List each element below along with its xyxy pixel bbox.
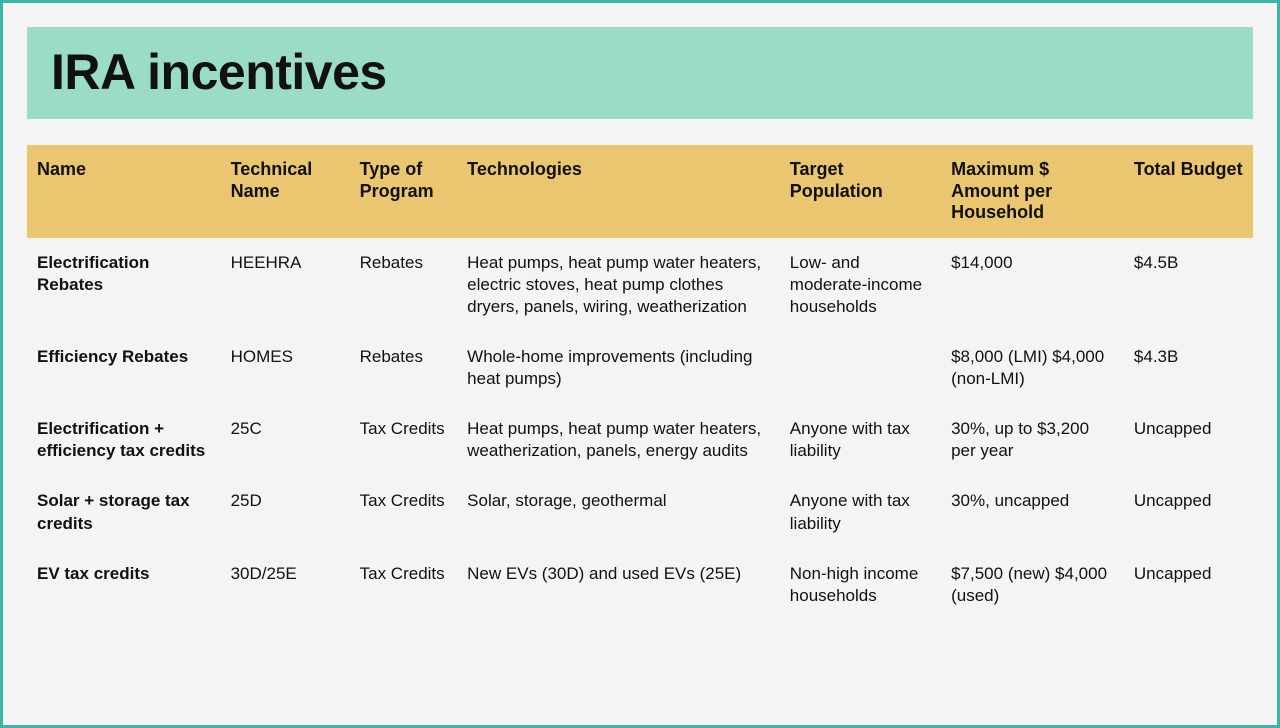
cell-target: Non-high income households <box>780 549 941 621</box>
col-header: Target Population <box>780 145 941 238</box>
incentives-table: Name Technical Name Type of Program Tech… <box>27 145 1253 621</box>
cell-budget: Uncapped <box>1124 476 1253 548</box>
cell-target: Anyone with tax liability <box>780 404 941 476</box>
cell-target: Low- and moderate-income households <box>780 238 941 332</box>
cell-name: Efficiency Rebates <box>27 332 221 404</box>
cell-name: Electrification + efficiency tax credits <box>27 404 221 476</box>
cell-budget: $4.5B <box>1124 238 1253 332</box>
cell-technical: HEEHRA <box>221 238 350 332</box>
cell-type: Tax Credits <box>350 476 458 548</box>
cell-max: 30%, uncapped <box>941 476 1124 548</box>
table-header-row: Name Technical Name Type of Program Tech… <box>27 145 1253 238</box>
page-title: IRA incentives <box>51 43 1229 101</box>
col-header: Name <box>27 145 221 238</box>
cell-name: Solar + storage tax credits <box>27 476 221 548</box>
cell-technical: 25D <box>221 476 350 548</box>
cell-name: EV tax credits <box>27 549 221 621</box>
cell-type: Tax Credits <box>350 549 458 621</box>
table-row: Solar + storage tax credits 25D Tax Cred… <box>27 476 1253 548</box>
table-wrap: Name Technical Name Type of Program Tech… <box>27 145 1253 701</box>
cell-type: Tax Credits <box>350 404 458 476</box>
cell-technical: 30D/25E <box>221 549 350 621</box>
cell-budget: Uncapped <box>1124 549 1253 621</box>
title-band: IRA incentives <box>27 27 1253 119</box>
cell-max: $14,000 <box>941 238 1124 332</box>
cell-technical: 25C <box>221 404 350 476</box>
col-header: Technologies <box>457 145 780 238</box>
cell-max: $7,500 (new) $4,000 (used) <box>941 549 1124 621</box>
table-row: Electrification + efficiency tax credits… <box>27 404 1253 476</box>
col-header: Maximum $ Amount per Household <box>941 145 1124 238</box>
cell-technical: HOMES <box>221 332 350 404</box>
col-header: Type of Program <box>350 145 458 238</box>
cell-target <box>780 332 941 404</box>
cell-name: Electrification Rebates <box>27 238 221 332</box>
cell-max: $8,000 (LMI) $4,000 (non-LMI) <box>941 332 1124 404</box>
cell-type: Rebates <box>350 238 458 332</box>
cell-tech: Solar, storage, geothermal <box>457 476 780 548</box>
cell-tech: Heat pumps, heat pump water heaters, ele… <box>457 238 780 332</box>
slide: IRA incentives Name Technical Name Type … <box>3 3 1277 725</box>
table-row: EV tax credits 30D/25E Tax Credits New E… <box>27 549 1253 621</box>
cell-tech: New EVs (30D) and used EVs (25E) <box>457 549 780 621</box>
cell-tech: Whole-home improvements (including heat … <box>457 332 780 404</box>
cell-budget: Uncapped <box>1124 404 1253 476</box>
cell-tech: Heat pumps, heat pump water heaters, wea… <box>457 404 780 476</box>
col-header: Technical Name <box>221 145 350 238</box>
col-header: Total Budget <box>1124 145 1253 238</box>
cell-type: Rebates <box>350 332 458 404</box>
cell-budget: $4.3B <box>1124 332 1253 404</box>
cell-max: 30%, up to $3,200 per year <box>941 404 1124 476</box>
table-row: Electrification Rebates HEEHRA Rebates H… <box>27 238 1253 332</box>
table-row: Efficiency Rebates HOMES Rebates Whole-h… <box>27 332 1253 404</box>
cell-target: Anyone with tax liability <box>780 476 941 548</box>
